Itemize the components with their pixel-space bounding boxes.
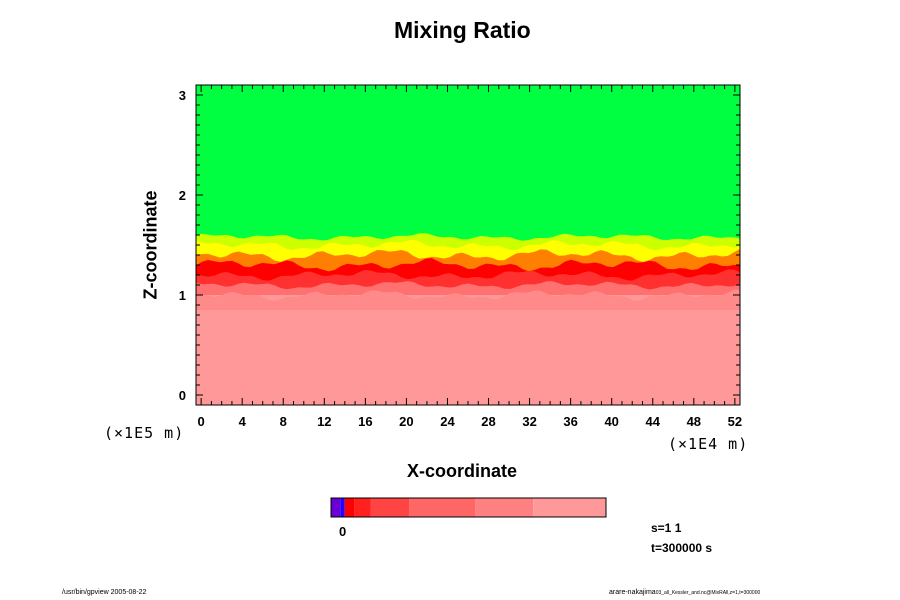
x-axis-title: X-coordinate [407,461,518,481]
time-info: t=300000 s [651,541,713,555]
x-tick-label: 48 [687,414,701,429]
x-tick-label: 8 [280,414,287,429]
x-tick-label: 24 [440,414,455,429]
x-tick-label: 40 [604,414,618,429]
footer-right: arare-nakajima03_all_Kessler_and.nc@MixR… [609,589,760,596]
x-tick-label: 4 [239,414,247,429]
x-tick-label: 44 [646,414,661,429]
chart-title: Mixing Ratio [394,17,531,43]
colorbar-segment [533,498,606,517]
x-tick-label: 28 [481,414,495,429]
colorbar-segment [354,498,371,517]
x-tick-label: 20 [399,414,413,429]
y-unit-label: (×1E5 m) [104,424,185,442]
colorbar-segment [370,498,410,517]
y-tick-label: 2 [179,188,186,203]
x-tick-label: 36 [563,414,577,429]
scale-info: s=1 1 [651,521,682,535]
footer-right-main: arare-nakajima [609,589,656,596]
z-axis-title: Z-coordinate [140,190,161,300]
colorbar-zero-label: 0 [339,524,347,539]
field-transition-layer [196,281,740,295]
y-tick-label: 3 [179,88,186,103]
colorbar-segment [344,498,355,517]
footer-left: /usr/bin/gpview 2005-08-22 [62,589,147,596]
x-tick-label: 16 [358,414,372,429]
y-tick-label: 1 [179,288,186,303]
y-tick-label: 0 [179,388,186,403]
field-upper-region [196,85,740,245]
colorbar-segment [409,498,476,517]
x-tick-label: 32 [522,414,536,429]
x-tick-label: 52 [728,414,742,429]
colorbar-segment [475,498,534,517]
x-tick-label: 0 [198,414,205,429]
field-lower-boundary [196,289,740,310]
field-lower-fill-base [196,310,740,405]
x-tick-label: 12 [317,414,331,429]
colorbar-segment [340,498,345,517]
colorbar-segment [331,498,341,517]
x-unit-label: (×1E4 m) [668,435,749,453]
colorbar-frame [330,497,607,518]
footer-right-small: 03_all_Kessler_and.nc@MixRAll,z=1,t=3000… [655,590,761,596]
